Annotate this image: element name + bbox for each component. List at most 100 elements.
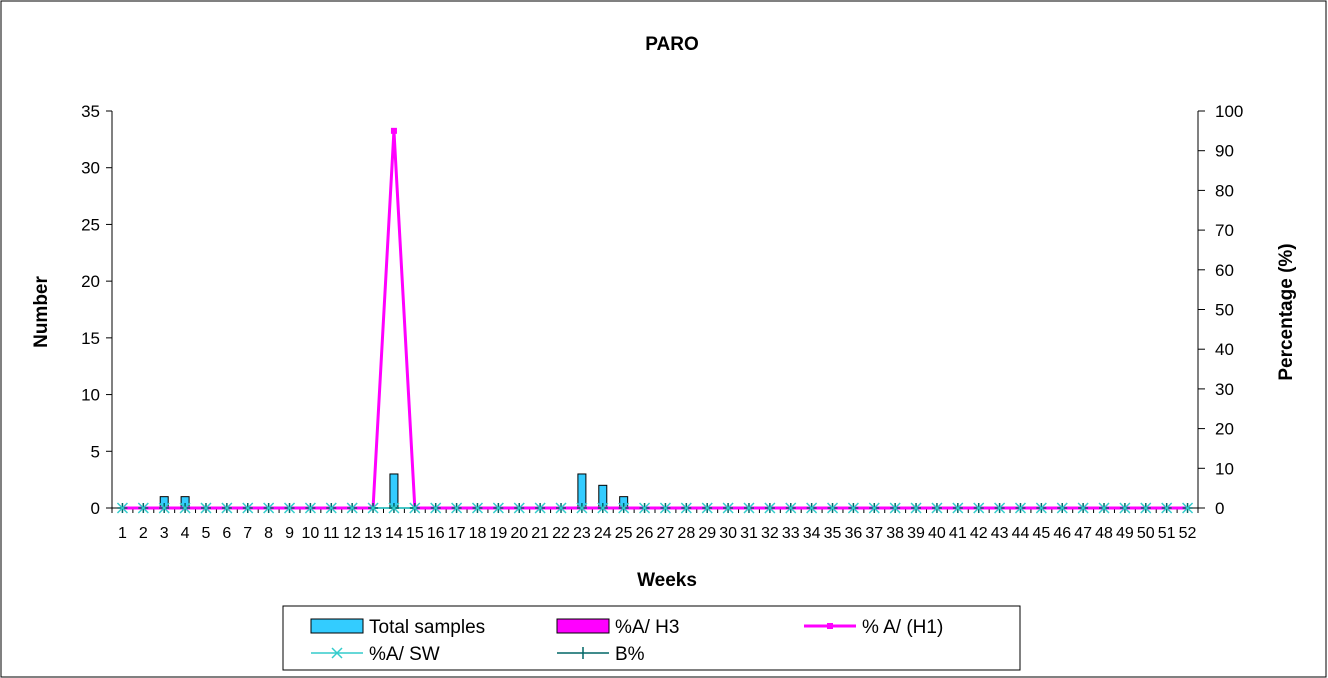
marker-stroke (1056, 502, 1068, 514)
point-a-sw (179, 502, 191, 514)
point-a-sw (513, 502, 525, 514)
point-a-sw (1014, 502, 1027, 514)
marker-stroke (639, 502, 651, 514)
y2-axis-label: Percentage (%) (1276, 243, 1297, 380)
marker-stroke (1077, 502, 1089, 514)
point-a-sw (221, 502, 233, 514)
legend-marker (827, 623, 833, 629)
y2-tick-label: 80 (1215, 181, 1234, 200)
y-tick-label: 5 (91, 442, 100, 461)
marker-stroke (1161, 502, 1173, 514)
point-a-sw (701, 502, 713, 514)
point-a-sw (430, 502, 442, 514)
legend-entry: B% (557, 644, 645, 665)
point-a-sw (200, 502, 212, 514)
point-a-sw (618, 502, 630, 514)
y2-tick-label: 70 (1215, 221, 1234, 240)
point-a-sw (973, 502, 985, 514)
marker-stroke (200, 502, 212, 514)
point-a-sw (764, 502, 776, 514)
chart-title: PARO (645, 34, 698, 55)
point-a-sw (576, 502, 588, 514)
x-tick-label: 42 (970, 525, 988, 542)
x-tick-label: 40 (928, 525, 946, 542)
x-tick-label: 1 (118, 525, 127, 542)
point-a-sw (659, 502, 671, 514)
point-a-sw (847, 502, 859, 514)
y-tick-label: 10 (81, 386, 100, 405)
marker-stroke (158, 502, 170, 514)
x-tick-label: 31 (740, 525, 758, 542)
x-tick-label: 8 (264, 525, 273, 542)
x-tick-label: 27 (657, 525, 675, 542)
point-a-sw (409, 502, 421, 514)
point-a-sw (952, 502, 964, 514)
marker-stroke (806, 502, 818, 514)
legend-box (282, 605, 1021, 671)
x-tick-label: 10 (302, 525, 320, 542)
point-a-sw (1077, 502, 1089, 514)
x-tick-label: 9 (285, 525, 294, 542)
point-a-sw (346, 502, 358, 514)
point-a-sw (388, 502, 400, 514)
y2-tick-label: 100 (1215, 102, 1243, 121)
x-tick-label: 50 (1137, 525, 1155, 542)
marker-stroke (973, 502, 985, 514)
marker-stroke (889, 502, 901, 514)
legend-entry: %A/ H3 (556, 617, 679, 638)
y-axis-label: Number (31, 276, 52, 348)
x-tick-label: 35 (824, 525, 842, 542)
point-a-sw (137, 502, 149, 514)
marker-stroke (597, 502, 609, 514)
marker-stroke (137, 502, 149, 514)
y-tick-label: 35 (81, 102, 100, 121)
point-a-sw (785, 502, 797, 514)
x-tick-label: 26 (636, 525, 654, 542)
point-a-sw (116, 502, 128, 514)
point-a-sw (1182, 502, 1194, 514)
marker-stroke (743, 502, 755, 514)
x-tick-label: 24 (594, 525, 612, 542)
point-a-sw (994, 502, 1006, 514)
x-tick-label: 2 (139, 525, 148, 542)
x-tick-label: 43 (991, 525, 1009, 542)
point-a-sw (1119, 502, 1131, 514)
point-a-sw (263, 502, 275, 514)
marker-stroke (680, 502, 692, 514)
x-tick-label: 18 (469, 525, 487, 542)
x-tick-label: 34 (803, 525, 821, 542)
y2-tick-label: 90 (1215, 142, 1234, 161)
point-a-sw (639, 502, 651, 514)
marker-stroke (283, 502, 296, 514)
marker-stroke (430, 502, 442, 514)
x-tick-label: 39 (907, 525, 925, 542)
x-tick-label: 4 (181, 525, 190, 542)
marker-stroke (764, 502, 776, 514)
marker-stroke (701, 502, 713, 514)
marker-stroke (555, 502, 567, 514)
y2-tick-label: 30 (1215, 380, 1234, 399)
x-tick-label: 33 (782, 525, 800, 542)
x-tick-label: 19 (489, 525, 507, 542)
marker-stroke (221, 502, 233, 514)
marker-stroke (847, 502, 859, 514)
x-tick-label: 23 (573, 525, 591, 542)
legend-marker (331, 647, 343, 659)
marker-stroke (534, 502, 546, 514)
x-tick-label: 6 (222, 525, 231, 542)
line-a-h1 (122, 130, 1188, 510)
legend-label: % A/ (H1) (862, 617, 943, 638)
legend-entry: Total samples (310, 617, 485, 638)
marker-stroke (1098, 502, 1110, 514)
marker-stroke (451, 502, 463, 514)
point-a-sw (1035, 502, 1047, 514)
marker-stroke (785, 502, 797, 514)
x-tick-label: 47 (1074, 525, 1092, 542)
x-tick-label: 32 (761, 525, 779, 542)
x-tick-label: 22 (552, 525, 570, 542)
point-a-sw (680, 502, 692, 514)
point-a-sw (910, 502, 922, 514)
x-tick-label: 14 (385, 525, 403, 542)
